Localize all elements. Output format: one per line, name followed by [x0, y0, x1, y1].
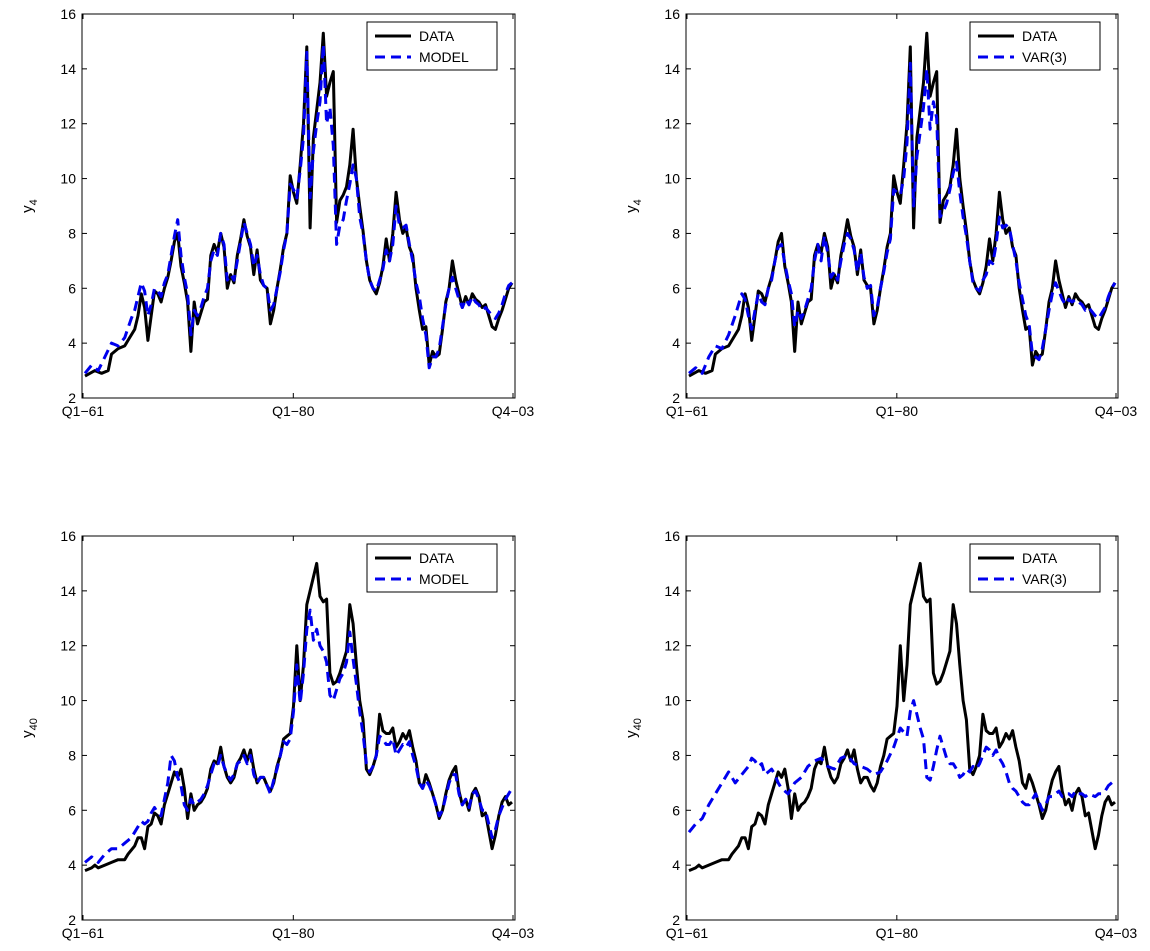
y-tick-label: 10	[664, 171, 680, 187]
y-tick-label: 2	[672, 390, 680, 406]
subplot-bottom-left: 2 4 6 8 10 12 14 16 Q1−61 Q1−80 Q4−03 y40 DATA MODEL	[19, 528, 534, 941]
y-axis-label-subscript: 4	[28, 199, 40, 205]
y-tick-label: 6	[68, 802, 76, 818]
x-tick-label: Q1−80	[272, 403, 315, 419]
y-axis-label-base: y	[623, 730, 640, 738]
x-tick-label: Q1−61	[62, 925, 105, 941]
x-tick-label: Q1−61	[62, 403, 105, 419]
x-tick-label: Q1−80	[876, 925, 919, 941]
y-tick-label: 10	[60, 693, 76, 709]
y-tick-label: 2	[68, 390, 76, 406]
x-tick-label: Q1−80	[876, 403, 919, 419]
legend-box	[366, 543, 498, 593]
legend-label: VAR(3)	[1022, 49, 1067, 65]
y-tick-label: 12	[60, 638, 76, 654]
y-tick-label: 2	[68, 912, 76, 928]
y-axis-label-base: y	[623, 205, 640, 213]
y-tick-label: 14	[60, 583, 76, 599]
y-axis-label: y4	[623, 199, 644, 213]
y-axis-label-subscript: 40	[28, 718, 40, 730]
legend-box	[969, 21, 1101, 71]
y-axis-label-subscript: 40	[632, 718, 644, 730]
y-tick-label: 10	[664, 693, 680, 709]
y-tick-label: 16	[60, 528, 76, 544]
legend-label: MODEL	[419, 49, 469, 65]
x-tick-label: Q1−80	[272, 925, 315, 941]
y-tick-label: 12	[664, 638, 680, 654]
x-tick-label: Q4−03	[1095, 403, 1138, 419]
y-tick-label: 4	[68, 335, 76, 351]
y-tick-label: 4	[672, 335, 680, 351]
series-line-model	[84, 608, 514, 864]
legend-box	[969, 543, 1101, 593]
y-tick-label: 14	[664, 583, 680, 599]
y-tick-label: 16	[60, 6, 76, 22]
x-tick-label: Q1−61	[666, 925, 709, 941]
y-tick-label: 2	[672, 912, 680, 928]
y-axis-label: y40	[19, 718, 40, 738]
y-tick-label: 16	[664, 6, 680, 22]
legend-label: MODEL	[419, 571, 469, 587]
series-line-var-3-	[687, 699, 1116, 834]
subplot-bottom-right: 2 4 6 8 10 12 14 16 Q1−61 Q1−80 Q4−03 y40 DATA VAR(3)	[623, 528, 1137, 941]
y-axis-label: y4	[19, 199, 40, 213]
y-tick-label: 6	[68, 280, 76, 296]
x-tick-label: Q4−03	[1095, 925, 1138, 941]
y-tick-label: 12	[60, 116, 76, 132]
y-tick-label: 10	[60, 171, 76, 187]
y-tick-label: 12	[664, 116, 680, 132]
x-tick-label: Q1−61	[666, 403, 709, 419]
x-tick-label: Q4−03	[492, 925, 535, 941]
y-axis-label-subscript: 4	[632, 199, 644, 205]
x-tick-label: Q4−03	[492, 403, 535, 419]
series-line-model	[83, 42, 513, 375]
y-axis-label-base: y	[19, 205, 36, 213]
series-line-var-3-	[688, 61, 1117, 375]
y-tick-label: 14	[60, 61, 76, 77]
legend-label: VAR(3)	[1022, 571, 1067, 587]
y-tick-label: 8	[68, 225, 76, 241]
y-tick-label: 14	[664, 61, 680, 77]
series-line-data	[84, 31, 514, 378]
y-tick-label: 8	[68, 747, 76, 763]
legend-label: DATA	[1022, 28, 1058, 44]
y-tick-label: 4	[68, 857, 76, 873]
y-axis-label: y40	[623, 718, 644, 738]
legend-label: DATA	[419, 28, 455, 44]
y-tick-label: 16	[664, 528, 680, 544]
y-axis-label-base: y	[19, 730, 36, 738]
y-tick-label: 8	[672, 225, 680, 241]
legend-label: DATA	[1022, 550, 1058, 566]
y-tick-label: 6	[672, 802, 680, 818]
axes-box	[81, 535, 516, 921]
y-tick-label: 8	[672, 747, 680, 763]
y-tick-label: 6	[672, 280, 680, 296]
y-tick-label: 4	[672, 857, 680, 873]
legend-label: DATA	[419, 550, 455, 566]
legend-box	[366, 21, 498, 71]
